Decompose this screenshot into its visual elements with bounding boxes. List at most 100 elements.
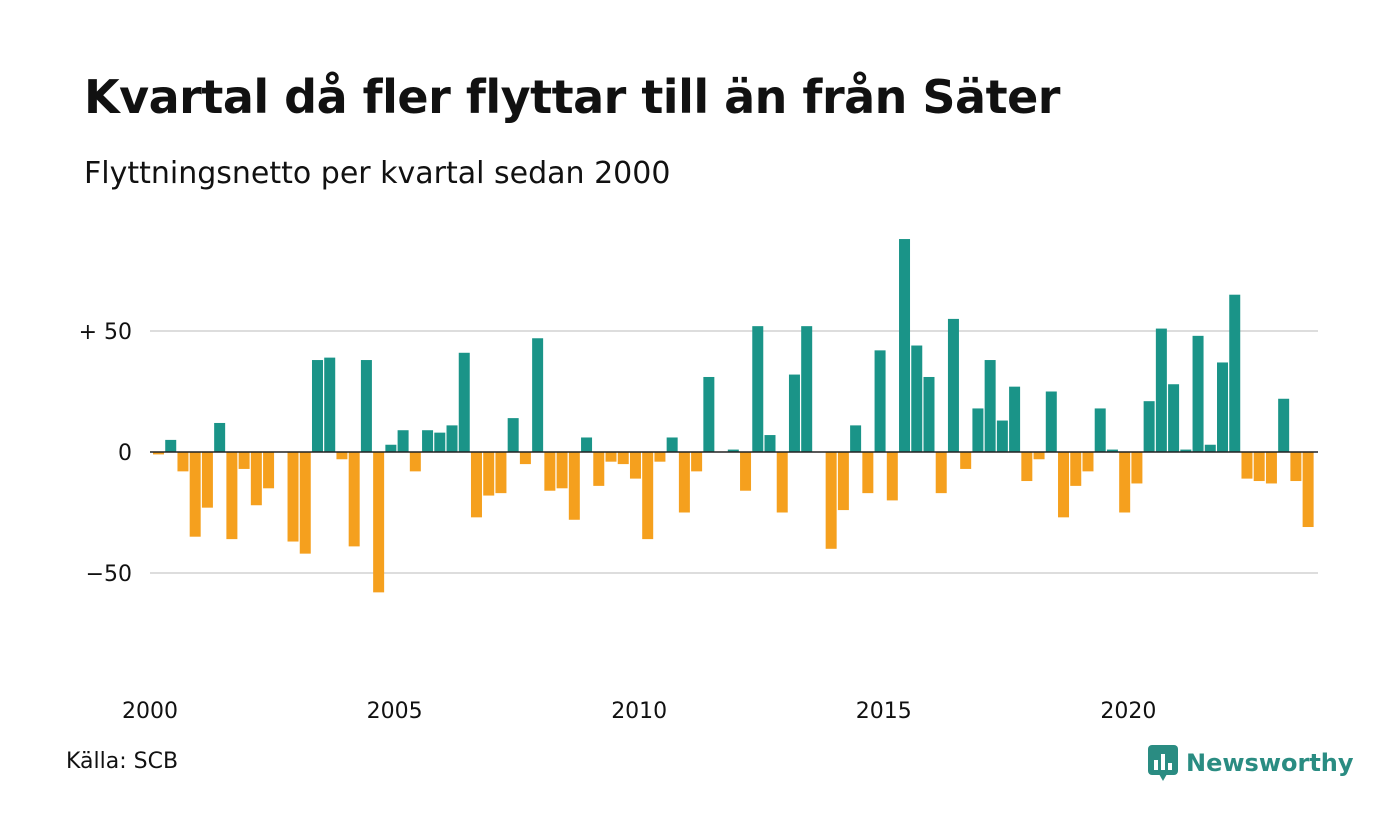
bar <box>617 452 629 465</box>
bar <box>1278 398 1290 452</box>
bar <box>1253 452 1265 482</box>
bar <box>1045 391 1057 452</box>
bar <box>740 452 752 491</box>
bar <box>996 420 1008 452</box>
bar <box>850 425 862 452</box>
x-tick-label: 2015 <box>856 699 912 724</box>
bar <box>899 239 911 452</box>
bar <box>727 449 739 452</box>
bar <box>458 352 470 452</box>
y-tick-label: + 50 <box>79 320 132 345</box>
bar <box>348 452 360 547</box>
chart-title: Kvartal då fler flyttar till än från Sät… <box>84 70 1060 124</box>
bar <box>1265 452 1277 484</box>
bar <box>470 452 482 518</box>
bar <box>1155 328 1167 452</box>
bar <box>311 360 323 452</box>
bar <box>960 452 972 469</box>
bar <box>1094 408 1106 452</box>
bar <box>691 452 703 472</box>
x-tick-label: 2010 <box>611 699 667 724</box>
chart-subtitle: Flyttningsnetto per kvartal sedan 2000 <box>84 156 671 191</box>
source-note: Källa: SCB <box>66 749 179 774</box>
bar <box>238 452 250 469</box>
bar <box>434 432 446 452</box>
bar <box>1204 444 1216 452</box>
bar <box>666 437 678 452</box>
x-axis: 2000 2005 2010 2015 2020 <box>122 699 1156 724</box>
bar <box>825 452 837 549</box>
x-tick-label: 2000 <box>122 699 178 724</box>
bar <box>1021 452 1033 482</box>
bar <box>519 452 531 465</box>
bar <box>1180 449 1192 452</box>
brand-name: Newsworthy <box>1186 749 1354 777</box>
bar <box>287 452 299 542</box>
bar <box>1058 452 1070 518</box>
bar <box>1131 452 1143 484</box>
bar <box>1302 452 1314 528</box>
bar <box>214 422 226 452</box>
bar <box>752 326 764 452</box>
bar <box>862 452 874 494</box>
bar <box>446 425 458 452</box>
bar <box>1106 449 1118 452</box>
bar <box>532 338 544 452</box>
bar <box>605 452 617 462</box>
bar <box>1229 294 1241 452</box>
bar-chart: + 50 0 −50 2000 2005 2010 2015 2020 <box>79 239 1318 724</box>
y-axis: + 50 0 −50 <box>79 320 132 587</box>
x-tick-label: 2005 <box>367 699 423 724</box>
bar <box>1082 452 1094 472</box>
bar <box>911 345 923 452</box>
bar <box>226 452 238 540</box>
bar <box>263 452 275 489</box>
bar <box>422 430 434 452</box>
bar <box>1143 401 1155 452</box>
bar <box>593 452 605 486</box>
bar <box>373 452 385 593</box>
bar-chart-logo-icon <box>1148 745 1178 781</box>
bar <box>189 452 201 537</box>
bar <box>324 357 336 452</box>
bar <box>788 374 800 452</box>
bar <box>972 408 984 452</box>
bar <box>629 452 641 479</box>
bar <box>507 418 519 452</box>
bar <box>385 444 397 452</box>
bar <box>886 452 898 501</box>
grid-layer <box>150 330 1318 574</box>
bar <box>703 376 715 452</box>
bar <box>581 437 593 452</box>
bar <box>483 452 495 496</box>
bar <box>764 435 776 452</box>
bar <box>1290 452 1302 482</box>
bar <box>568 452 580 520</box>
bar <box>360 360 372 452</box>
bar <box>947 318 959 452</box>
bar <box>837 452 849 511</box>
bar <box>984 360 996 452</box>
bar <box>801 326 813 452</box>
bar <box>201 452 213 508</box>
bar <box>250 452 262 506</box>
bar <box>1241 452 1253 479</box>
bar <box>1217 362 1229 452</box>
bar-layer <box>150 239 1318 593</box>
bar <box>397 430 409 452</box>
bar <box>409 452 421 472</box>
bar <box>153 452 164 455</box>
bar <box>495 452 507 494</box>
bar <box>299 452 311 554</box>
bar <box>1070 452 1082 486</box>
bar <box>556 452 568 489</box>
bar <box>177 452 189 472</box>
bar <box>1192 335 1204 452</box>
bar <box>874 350 886 452</box>
bar <box>654 452 666 462</box>
bar <box>776 452 788 513</box>
bar <box>1009 386 1021 452</box>
bar <box>165 439 177 452</box>
bar <box>336 452 348 460</box>
bar <box>935 452 947 494</box>
